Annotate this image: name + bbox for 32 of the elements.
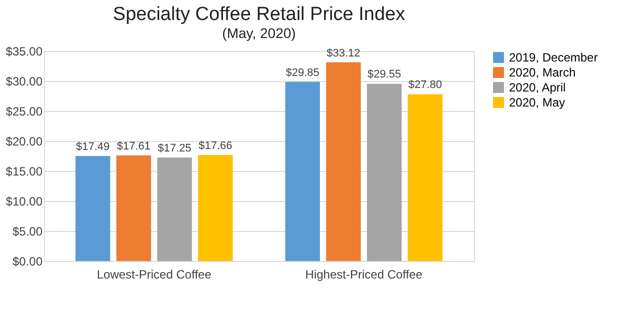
text: $29.55 [367,68,402,81]
bar [157,158,192,261]
bar [116,155,152,261]
text: $17.61 [116,140,151,152]
x-tick-label: Lowest-Priced Coffee [96,268,212,282]
text: $17.49 [76,141,110,154]
y-tick-label: $20.00 [6,134,43,148]
legend-label: 2020, May [509,96,566,110]
x-tick-label: Highest-Priced Coffee [305,268,423,282]
y-tick-label: $35.00 [6,44,43,58]
text: $29.85 [286,66,320,79]
bar [75,156,110,261]
y-tick-label: $25.00 [6,104,43,118]
y-tick-label: $0.00 [12,254,43,268]
y-tick-label: $5.00 [12,224,43,238]
bar [198,155,233,261]
bar [408,94,443,261]
y-tick-label: $30.00 [6,74,43,88]
legend-label: 2019, December [509,50,598,64]
chart-title: Specialty Coffee Retail Price Index [112,4,406,25]
text: $17.66 [198,140,232,152]
y-tick-label: $15.00 [6,164,43,178]
legend-label: 2020, March [509,66,576,80]
bar [326,62,361,261]
text: $17.25 [158,142,192,154]
y-tick-label: $10.00 [6,194,43,208]
text: $33.12 [326,47,360,60]
bar [285,82,320,261]
text: $27.80 [408,79,442,92]
bar [366,84,402,261]
legend-label: 2020, April [509,80,566,94]
chart-subtitle: (May, 2020) [222,25,296,41]
